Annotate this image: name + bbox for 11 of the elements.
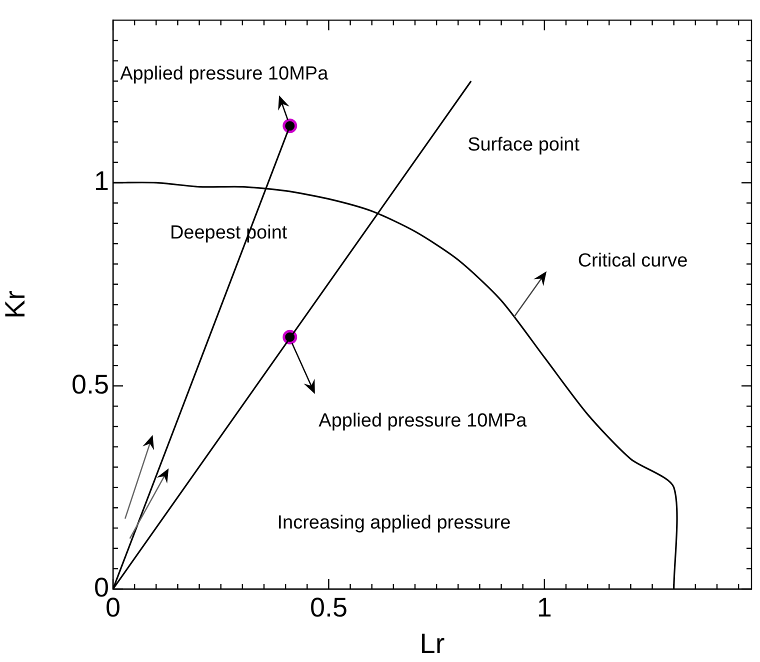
x-tick-label: 1: [536, 592, 552, 623]
y-tick-label: 1: [94, 166, 109, 196]
x-axis-title: Lr: [420, 628, 445, 659]
y-axis-title: Kr: [0, 290, 31, 319]
annotation: Critical curve: [578, 250, 688, 272]
x-tick-label: 0.5: [310, 592, 348, 623]
annotation: Surface point: [468, 134, 580, 156]
y-tick-label: 0.5: [71, 369, 109, 400]
annotation: Applied pressure 10MPa: [120, 63, 329, 84]
annotation: Increasing applied pressure: [277, 512, 511, 534]
annotation: Applied pressure 10MPa: [318, 410, 528, 432]
